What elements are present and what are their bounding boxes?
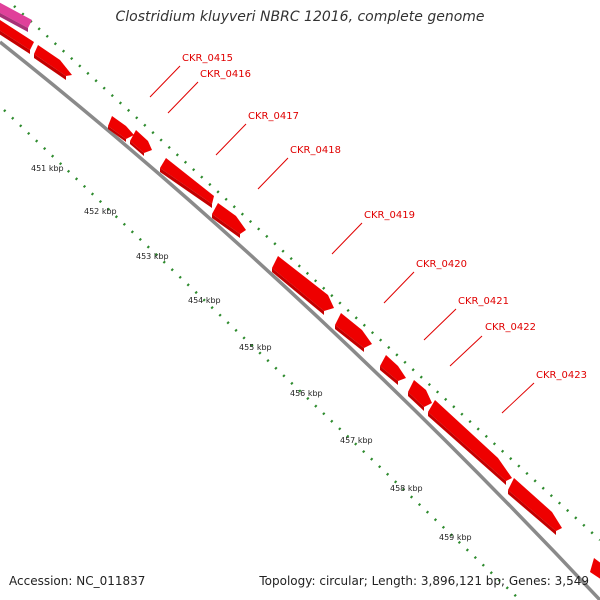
gene-label[interactable]: CKR_0421: [458, 296, 509, 307]
scale-tick-label: 453 kbp: [136, 252, 169, 261]
gene-arrow-ckr-0417: [160, 158, 214, 208]
genome-summary: Topology: circular; Length: 3,896,121 bp…: [259, 574, 589, 588]
leader-line-ckr-0416: [167, 81, 199, 114]
scale-tick-label: 451 kbp: [31, 164, 64, 173]
genome-backbone: [0, 40, 600, 600]
leader-line-ckr-0422: [449, 335, 483, 367]
gene-arrow-upstream-1: [0, 20, 34, 54]
leader-line-ckr-0418: [257, 157, 289, 190]
inner-dotted-guide: [3, 109, 521, 600]
leader-line-ckr-0419: [331, 222, 363, 255]
accession-label: Accession: NC_011837: [9, 574, 146, 588]
gene-arrow-downstream-2: [590, 558, 600, 579]
gene-label[interactable]: CKR_0415: [182, 53, 233, 64]
gene-arrow-ckr-0415: [108, 116, 134, 142]
gene-arrow-ckr-0418: [212, 203, 246, 238]
scale-tick-label: 456 kbp: [290, 389, 323, 398]
gene-label[interactable]: CKR_0416: [200, 69, 251, 80]
scale-tick-label: 458 kbp: [390, 484, 423, 493]
gene-label[interactable]: CKR_0419: [364, 210, 415, 221]
leader-line-ckr-0421: [423, 308, 457, 341]
gene-label[interactable]: CKR_0417: [248, 111, 299, 122]
scale-tick-label: 455 kbp: [239, 343, 272, 352]
scale-tick-label: 454 kbp: [188, 296, 221, 305]
gene-arrow-ckr-0416: [130, 130, 152, 156]
gene-arrow-ckr-0423: [428, 400, 512, 485]
gene-labels: CKR_0415 CKR_0416 CKR_0417 CKR_0418 CKR_…: [182, 53, 587, 381]
gene-arrow-downstream-1: [508, 478, 562, 535]
gene-arrow-upstream-2: [34, 45, 72, 80]
gene-label[interactable]: CKR_0422: [485, 322, 536, 333]
leader-line-ckr-0423: [501, 382, 535, 414]
scale-tick-label: 459 kbp: [439, 533, 472, 542]
scale-tick-label: 452 kbp: [84, 207, 117, 216]
outer-dotted-guide: [13, 5, 600, 541]
gene-leader-lines: [149, 65, 535, 414]
gene-label[interactable]: CKR_0418: [290, 145, 341, 156]
leader-line-ckr-0417: [215, 123, 247, 156]
leader-line-ckr-0415: [149, 65, 181, 98]
scale-tick-label: 457 kbp: [340, 436, 373, 445]
scale-tick-labels: 451 kbp 452 kbp 453 kbp 454 kbp 455 kbp …: [31, 164, 472, 542]
gene-arrow-prior: [0, 2, 32, 32]
gene-arrows: [0, 2, 600, 579]
gene-arrow-ckr-0422: [408, 380, 432, 411]
gene-arrow-ckr-0420: [335, 313, 372, 352]
gene-arrow-ckr-0421: [380, 355, 406, 385]
gene-label[interactable]: CKR_0420: [416, 259, 467, 270]
map-title: Clostridium kluyveri NBRC 12016, complet…: [115, 9, 485, 25]
gene-arrow-ckr-0419: [272, 256, 334, 315]
leader-line-ckr-0420: [383, 271, 415, 304]
gene-label[interactable]: CKR_0423: [536, 370, 587, 381]
